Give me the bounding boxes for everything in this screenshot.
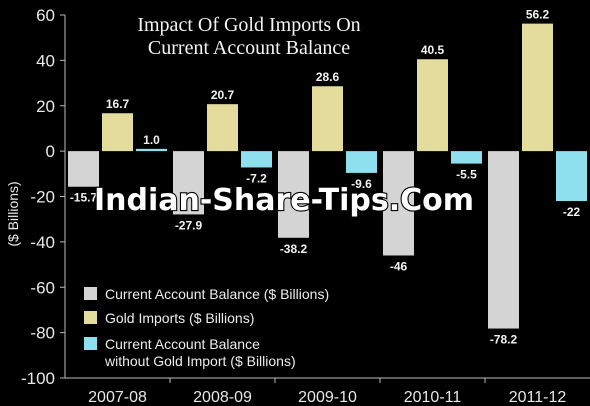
bar <box>417 59 448 152</box>
data-label: -5.5 <box>456 168 477 182</box>
y-tick-label: -80 <box>30 324 55 343</box>
title-line-2: Current Account Balance <box>148 37 350 59</box>
y-tick-label: -20 <box>30 188 55 207</box>
bar <box>68 151 99 187</box>
axes: 60 40 20 0 -20 -40 -60 -80 -100 2007-08 2008-09 200… <box>21 6 590 406</box>
data-label: 20.7 <box>211 88 235 102</box>
legend-label: Gold Imports ($ Billions) <box>105 310 254 326</box>
y-axis-label: ($ Billions) <box>5 181 21 246</box>
bar <box>312 86 343 152</box>
legend-label: without Gold Import ($ Billions) <box>104 353 296 369</box>
chart-title: Impact Of Gold Imports On Current Accoun… <box>137 14 360 59</box>
legend: Current Account Balance ($ Billions) Gold… <box>84 286 329 369</box>
x-tick-label: 2009-10 <box>298 389 357 406</box>
bar <box>173 151 204 215</box>
bar <box>451 151 482 164</box>
data-label: -9.6 <box>351 177 372 191</box>
x-tick-label: 2008-09 <box>193 389 252 406</box>
data-label: -15.7 <box>70 191 98 205</box>
x-tick-label: 2010-11 <box>404 389 462 406</box>
y-tick-label: -40 <box>30 233 55 252</box>
legend-swatch <box>84 311 97 324</box>
y-tick-label: -60 <box>30 278 55 297</box>
data-label: -27.9 <box>175 218 203 232</box>
y-tick-label: 60 <box>36 6 55 25</box>
y-tick-label: 40 <box>36 51 55 70</box>
data-label: -22 <box>563 205 581 219</box>
bars <box>68 23 587 329</box>
bar <box>241 151 272 168</box>
data-label: -46 <box>390 259 408 273</box>
legend-label: Current Account Balance <box>105 336 260 352</box>
bar <box>102 113 133 152</box>
data-label: 16.7 <box>106 97 130 111</box>
data-label: -78.2 <box>490 333 518 347</box>
legend-swatch <box>84 337 97 350</box>
bar <box>278 151 309 238</box>
bar <box>383 151 414 256</box>
data-label: -7.2 <box>246 171 267 185</box>
bar <box>346 151 377 173</box>
data-label: 28.6 <box>316 70 340 84</box>
bar <box>488 151 519 329</box>
data-label: 56.2 <box>526 8 550 22</box>
bar <box>556 151 587 202</box>
x-tick-label: 2007-08 <box>88 389 147 406</box>
bar <box>136 148 167 152</box>
y-tick-label: 20 <box>36 97 55 116</box>
legend-swatch <box>84 287 97 300</box>
legend-label: Current Account Balance ($ Billions) <box>105 286 329 302</box>
x-tick-label: 2011-12 <box>509 389 567 406</box>
y-tick-label: 0 <box>46 142 55 161</box>
data-label: -38.2 <box>280 242 308 256</box>
watermark: Indian-Share-Tips.Com <box>94 183 474 218</box>
bar <box>207 104 238 152</box>
data-labels: -15.7 -27.9 -38.2 -46 -78.2 16.7 20.7 28.6 40.5 5… <box>70 8 581 347</box>
y-tick-label: -100 <box>21 369 55 388</box>
data-label: 40.5 <box>421 43 445 57</box>
bar <box>522 23 553 152</box>
title-line-1: Impact Of Gold Imports On <box>137 14 360 36</box>
data-label: 1.0 <box>143 133 160 147</box>
